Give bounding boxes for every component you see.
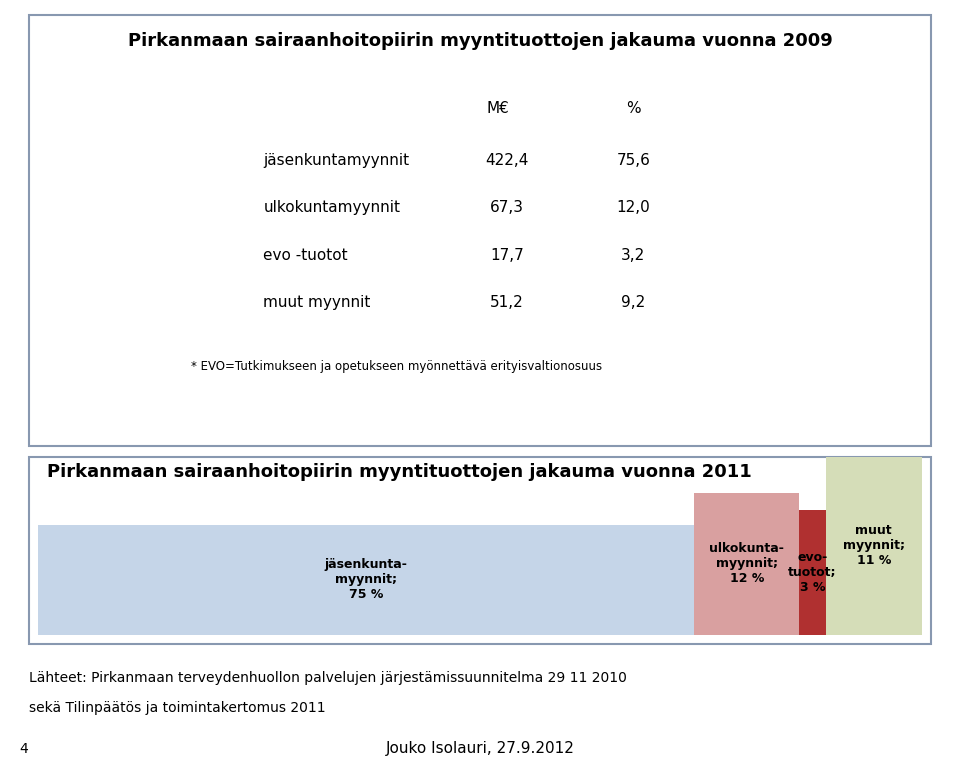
- Text: * EVO=Tutkimukseen ja opetukseen myönnettävä erityisvaltionosuus: * EVO=Tutkimukseen ja opetukseen myönnet…: [191, 360, 602, 373]
- Text: sekä Tilinpäätös ja toimintakertomus 2011: sekä Tilinpäätös ja toimintakertomus 201…: [29, 701, 325, 716]
- Text: Jouko Isolauri, 27.9.2012: Jouko Isolauri, 27.9.2012: [386, 741, 574, 757]
- Bar: [826, 457, 922, 635]
- FancyBboxPatch shape: [29, 15, 931, 446]
- Text: Pirkanmaan sairaanhoitopiirin myyntituottojen jakauma vuonna 2011: Pirkanmaan sairaanhoitopiirin myyntituot…: [47, 463, 752, 481]
- Text: 3,2: 3,2: [621, 248, 645, 263]
- Text: muut
myynnit;
11 %: muut myynnit; 11 %: [843, 524, 904, 568]
- Text: 9,2: 9,2: [621, 295, 645, 310]
- Text: muut myynnit: muut myynnit: [263, 295, 371, 310]
- Text: 75,6: 75,6: [616, 153, 650, 168]
- Bar: [800, 511, 826, 635]
- Bar: [37, 524, 694, 635]
- Text: 51,2: 51,2: [491, 295, 524, 310]
- Text: M€: M€: [487, 101, 510, 117]
- Text: jäsenkuntamyynnit: jäsenkuntamyynnit: [263, 153, 410, 168]
- Text: Pirkanmaan sairaanhoitopiirin myyntituottojen jakauma vuonna 2009: Pirkanmaan sairaanhoitopiirin myyntituot…: [128, 33, 832, 50]
- Text: %: %: [626, 101, 640, 117]
- Text: 17,7: 17,7: [491, 248, 524, 263]
- Bar: [694, 493, 800, 635]
- Text: evo-
tuotot;
3 %: evo- tuotot; 3 %: [788, 551, 837, 594]
- FancyBboxPatch shape: [29, 457, 931, 644]
- Text: ulkokuntamyynnit: ulkokuntamyynnit: [263, 200, 400, 216]
- Text: Lähteet: Pirkanmaan terveydenhuollon palvelujen järjestämissuunnitelma 29 11 201: Lähteet: Pirkanmaan terveydenhuollon pal…: [29, 671, 627, 685]
- Text: 12,0: 12,0: [616, 200, 650, 216]
- Text: 4: 4: [19, 742, 28, 757]
- Text: jäsenkunta-
myynnit;
75 %: jäsenkunta- myynnit; 75 %: [324, 558, 407, 601]
- Text: 422,4: 422,4: [486, 153, 529, 168]
- Text: evo -tuotot: evo -tuotot: [263, 248, 348, 263]
- Text: ulkokunta-
myynnit;
12 %: ulkokunta- myynnit; 12 %: [709, 542, 784, 585]
- Text: 67,3: 67,3: [490, 200, 524, 216]
